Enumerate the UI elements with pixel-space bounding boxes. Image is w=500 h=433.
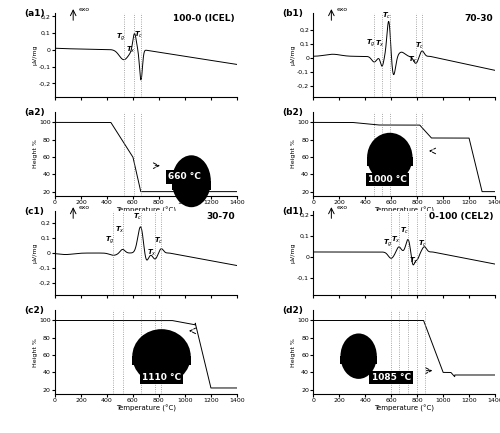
Text: (d2): (d2)	[282, 306, 303, 315]
Bar	[172, 181, 211, 190]
Text: (a1): (a1)	[24, 9, 44, 18]
Ellipse shape	[132, 329, 190, 384]
Text: T$_x$: T$_x$	[391, 234, 400, 245]
Y-axis label: μV/mg: μV/mg	[290, 243, 296, 263]
Text: 1085 °C: 1085 °C	[372, 373, 410, 382]
Text: T$_x$: T$_x$	[126, 45, 136, 55]
Text: 1000 °C: 1000 °C	[368, 175, 406, 184]
X-axis label: Temperature (°C): Temperature (°C)	[374, 207, 434, 214]
Text: 70-30: 70-30	[464, 14, 493, 23]
Y-axis label: μV/mg: μV/mg	[32, 45, 38, 65]
Y-axis label: Height %: Height %	[291, 338, 296, 366]
Text: T$_c$: T$_c$	[154, 235, 164, 246]
Ellipse shape	[367, 133, 412, 182]
Text: T$_c$: T$_c$	[418, 239, 427, 249]
Text: 100-0 (ICEL): 100-0 (ICEL)	[174, 14, 235, 23]
Y-axis label: μV/mg: μV/mg	[290, 45, 296, 65]
Ellipse shape	[340, 333, 377, 379]
Bar	[132, 356, 190, 365]
Text: exo: exo	[337, 205, 348, 210]
Text: (b2): (b2)	[282, 108, 303, 117]
Text: T$_g$: T$_g$	[104, 234, 115, 246]
Text: T$_x$: T$_x$	[408, 55, 418, 65]
Text: T$_g$: T$_g$	[366, 38, 376, 49]
Text: T$_c$: T$_c$	[133, 211, 142, 222]
Text: (a2): (a2)	[24, 108, 44, 117]
Y-axis label: Height %: Height %	[33, 139, 38, 168]
Ellipse shape	[172, 155, 211, 207]
Text: exo: exo	[337, 7, 348, 12]
Text: exo: exo	[78, 205, 90, 210]
X-axis label: Temperature (°C): Temperature (°C)	[374, 404, 434, 412]
Y-axis label: Height %: Height %	[291, 139, 296, 168]
Y-axis label: μV/mg: μV/mg	[32, 243, 38, 263]
Text: T$_x$: T$_x$	[374, 39, 384, 49]
Text: (c1): (c1)	[24, 207, 44, 216]
Text: 1110 °C: 1110 °C	[142, 373, 181, 382]
X-axis label: Temperature (°C): Temperature (°C)	[116, 207, 176, 214]
Text: T$_c$: T$_c$	[382, 11, 392, 21]
Text: T$_x$: T$_x$	[148, 247, 157, 258]
Text: 660 °C: 660 °C	[168, 172, 202, 181]
Text: T$_c$: T$_c$	[134, 29, 144, 40]
Text: 30-70: 30-70	[206, 212, 235, 221]
Text: T$_x$: T$_x$	[410, 255, 419, 265]
Text: T$_g$: T$_g$	[116, 32, 126, 43]
Text: T$_c$: T$_c$	[416, 41, 425, 51]
Text: (d1): (d1)	[282, 207, 303, 216]
Text: (b1): (b1)	[282, 9, 303, 18]
Bar	[340, 356, 377, 364]
Y-axis label: Height %: Height %	[33, 338, 38, 366]
Text: 0-100 (CEL2): 0-100 (CEL2)	[428, 212, 493, 221]
Text: T$_x$: T$_x$	[115, 225, 124, 235]
Text: (c2): (c2)	[24, 306, 44, 315]
Text: T$_g$: T$_g$	[383, 237, 393, 249]
Text: T$_c$: T$_c$	[400, 226, 410, 236]
Text: exo: exo	[78, 7, 90, 12]
X-axis label: Temperature (°C): Temperature (°C)	[116, 404, 176, 412]
Bar	[367, 158, 412, 166]
